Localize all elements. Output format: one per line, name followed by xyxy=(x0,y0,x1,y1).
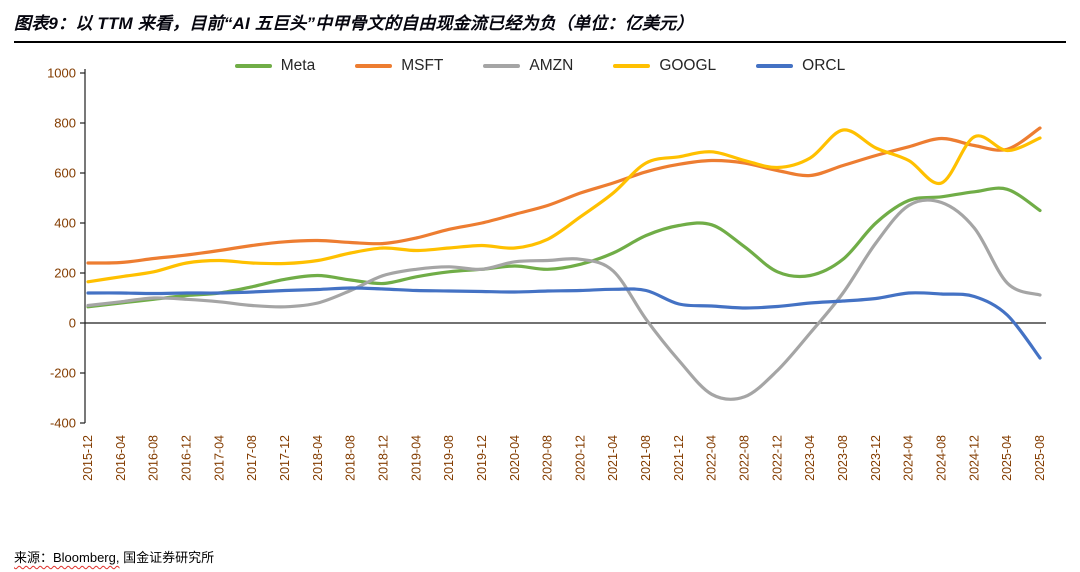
x-tick-label: 2023-12 xyxy=(869,435,883,481)
x-tick-label: 2020-12 xyxy=(573,435,587,481)
legend-label: Meta xyxy=(280,57,316,74)
x-tick-label: 2020-08 xyxy=(541,435,555,481)
y-tick-label: 0 xyxy=(69,316,76,331)
legend-swatch-amzn xyxy=(483,64,521,68)
series-line-amzn xyxy=(86,198,1042,401)
x-tick-label: 2021-12 xyxy=(672,435,686,481)
x-tick-label: 2017-12 xyxy=(278,435,292,481)
x-tick-label: 2020-04 xyxy=(508,435,522,481)
y-tick-label: 400 xyxy=(54,216,76,231)
x-tick-label: 2018-08 xyxy=(344,435,358,481)
x-tick-label: 2018-04 xyxy=(311,435,325,481)
x-tick-label: 2016-12 xyxy=(179,435,193,481)
legend-swatch-googl xyxy=(613,64,651,68)
legend-item-amzn: AMZN xyxy=(483,57,573,75)
x-tick-label: 2023-04 xyxy=(803,435,817,481)
x-tick-label: 2021-08 xyxy=(639,435,653,481)
x-tick-label: 2024-12 xyxy=(967,435,981,481)
x-tick-label: 2018-12 xyxy=(376,435,390,481)
source-note: 来源：Bloomberg, 国金证券研究所 xyxy=(14,547,1066,566)
y-tick-label: 200 xyxy=(54,266,76,281)
y-tick-label: -200 xyxy=(50,366,76,381)
legend-item-googl: GOOGL xyxy=(613,57,716,75)
line-chart: -400 -200 0 200 400 600 800 1000 2015-12 2016-04 2… xyxy=(47,66,1047,481)
legend-label: MSFT xyxy=(401,57,444,74)
x-tick-label: 2017-08 xyxy=(245,435,259,481)
x-tick-label: 2025-04 xyxy=(1000,435,1014,481)
x-tick-label: 2025-08 xyxy=(1033,435,1047,481)
x-tick-label: 2022-08 xyxy=(738,435,752,481)
legend-swatch-msft xyxy=(355,64,393,68)
source-prefix: 来源：Bloomberg, xyxy=(14,550,120,565)
x-tick-label: 2022-12 xyxy=(770,435,784,481)
legend-label: ORCL xyxy=(802,57,846,74)
x-tick-label: 2022-04 xyxy=(705,435,719,481)
series-line-meta xyxy=(86,186,1042,309)
x-tick-label: 2023-08 xyxy=(836,435,850,481)
legend-item-meta: Meta xyxy=(234,57,316,75)
x-tick-label: 2019-04 xyxy=(409,435,423,481)
figure-title: 图表9：以 TTM 来看，目前“AI 五巨头”中甲骨文的自由现金流已经为负（单位… xyxy=(14,0,1066,43)
x-tick-label: 2015-12 xyxy=(81,435,95,481)
y-tick-label: 1000 xyxy=(47,66,76,81)
x-tick-label: 2019-08 xyxy=(442,435,456,481)
series-line-msft xyxy=(86,126,1042,265)
y-tick-label: 600 xyxy=(54,166,76,181)
x-tick-label: 2019-12 xyxy=(475,435,489,481)
legend-swatch-orcl xyxy=(756,64,794,68)
legend-item-orcl: ORCL xyxy=(756,57,845,75)
x-tick-label: 2021-04 xyxy=(606,435,620,481)
chart-area: Meta MSFT AMZN GOOGL ORCL -400 -200 0 200 400 600… xyxy=(0,43,1080,513)
x-tick-label: 2017-04 xyxy=(212,435,226,481)
legend-item-msft: MSFT xyxy=(355,57,443,75)
x-tick-label: 2024-08 xyxy=(935,435,949,481)
y-tick-label: 800 xyxy=(54,116,76,131)
series-line-googl xyxy=(86,128,1042,284)
series-line-orcl xyxy=(86,286,1042,360)
x-tick-label: 2024-04 xyxy=(902,435,916,481)
source-suffix: 国金证券研究所 xyxy=(119,550,215,565)
x-tick-label: 2016-08 xyxy=(147,435,161,481)
y-tick-label: -400 xyxy=(50,416,76,431)
legend-label: AMZN xyxy=(529,57,574,74)
chart-legend: Meta MSFT AMZN GOOGL ORCL xyxy=(0,57,1080,75)
x-tick-label: 2016-04 xyxy=(114,435,128,481)
legend-label: GOOGL xyxy=(659,57,717,74)
legend-swatch-meta xyxy=(234,64,272,68)
